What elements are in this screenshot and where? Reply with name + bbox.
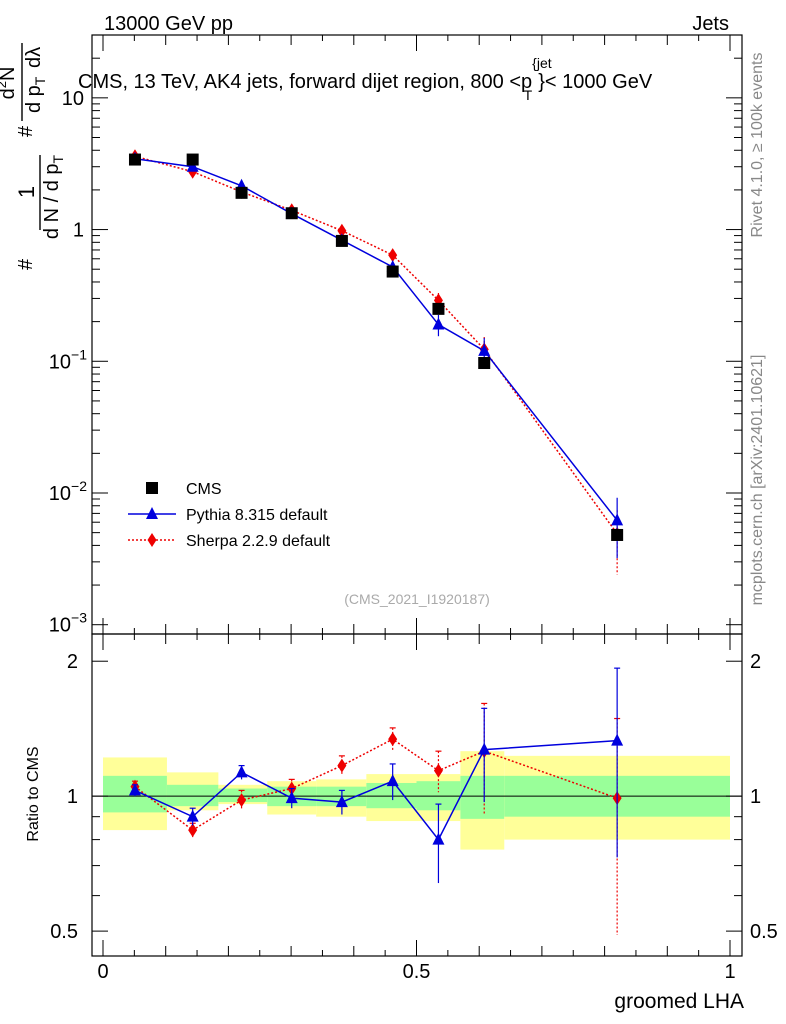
pythia-ratio-point-1 [186, 809, 199, 822]
ylabel-one: 1 [14, 186, 39, 198]
mcplots-label: mcplots.cern.ch [arXiv:2401.10621] [749, 355, 766, 606]
main-ytick-label-2: 10−1 [49, 346, 87, 373]
main-ytick-label-3: 1 [73, 220, 84, 242]
legend-label-pythia: Pythia 8.315 default [186, 507, 328, 524]
main-ytick-label-4: 10 [62, 88, 84, 110]
xtick-label-0: 0 [97, 961, 108, 983]
cms-point-3 [285, 207, 298, 220]
ratio-ytick-label-right-2: 2 [750, 651, 761, 673]
pythia-point-1 [186, 159, 199, 172]
xtick-label-2: 1 [724, 961, 735, 983]
ylabel-hash-1: # [15, 258, 37, 270]
sherpa-point-4 [337, 223, 347, 238]
pythia-ratio-point-4 [335, 795, 348, 808]
legend-label-cms: CMS [186, 481, 222, 498]
xtick-label-1: 0.5 [403, 961, 431, 983]
cms-point-1 [186, 153, 199, 166]
ratio-ytick-label-right-1: 1 [750, 786, 761, 808]
plot-title: CMS, 13 TeV, AK4 jets, forward dijet reg… [78, 55, 653, 103]
cms-point-4 [335, 234, 348, 247]
pythia-line [134, 157, 618, 521]
ylabel-hash-2: # [15, 125, 37, 137]
ylabel-dlambda: dλ [23, 47, 45, 68]
legend-marker-cms [146, 482, 158, 494]
pythia-ratio-point-8 [611, 733, 624, 746]
main-ylabel: # 1 d N / d pT # d2N d pT dλ [0, 43, 66, 270]
cms-point-5 [386, 265, 399, 278]
band-inner-5 [366, 782, 417, 809]
analysis-id: (CMS_2021_I1920187) [344, 591, 490, 607]
ratio-ylabel: Ratio to CMS [25, 746, 42, 841]
pythia-ratio-point-0 [128, 783, 141, 796]
cms-point-7 [478, 357, 491, 370]
sherpa-point-5 [388, 248, 398, 263]
sherpa-ratio-point-6 [433, 763, 443, 778]
cms-point-8 [611, 528, 624, 541]
rivet-version-label: Rivet 4.1.0, ≥ 100k events [749, 53, 766, 238]
ratio-ytick-label-1: 1 [67, 786, 78, 808]
pythia-ratio-point-3 [285, 791, 298, 804]
ratio-ytick-label-0: 0.5 [50, 921, 78, 943]
legend-marker-pythia [146, 507, 158, 519]
sherpa-line [134, 155, 618, 535]
pythia-point-6 [432, 317, 445, 330]
legend-marker-sherpa [147, 533, 157, 547]
sherpa-ratio-point-4 [337, 758, 347, 773]
sherpa-ratio-point-5 [388, 732, 398, 747]
band-inner-1 [166, 784, 219, 807]
pythia-point-7 [478, 343, 491, 356]
pythia-ratio-point-5 [386, 774, 399, 787]
pythia-point-8 [611, 513, 624, 526]
ylabel-dpt: d pT [23, 76, 48, 113]
ylabel-dn-dpt: d N / d pT [41, 154, 66, 239]
pythia-ratio-point-2 [235, 765, 248, 778]
ratio-ytick-label-2: 2 [67, 651, 78, 673]
cms-point-6 [432, 302, 445, 315]
sherpa-ratio-point-1 [188, 823, 198, 838]
legend-label-sherpa: Sherpa 2.2.9 default [186, 533, 331, 550]
main-ytick-label-1: 10−2 [49, 478, 87, 505]
pythia-ratio-point-6 [432, 832, 445, 845]
ylabel-d2n: d2N [0, 67, 19, 100]
pythia-ratio-point-7 [478, 742, 491, 755]
cms-point-2 [235, 186, 248, 199]
category-label: Jets [692, 13, 729, 35]
sherpa-ratio-point-2 [237, 793, 247, 808]
x-axis-label: groomed LHA [614, 990, 744, 1013]
ratio-ytick-label-right-0: 0.5 [750, 921, 778, 943]
cms-point-0 [128, 153, 141, 166]
main-ytick-label-0: 10−3 [49, 610, 87, 637]
energy-label: 13000 GeV pp [104, 13, 233, 35]
